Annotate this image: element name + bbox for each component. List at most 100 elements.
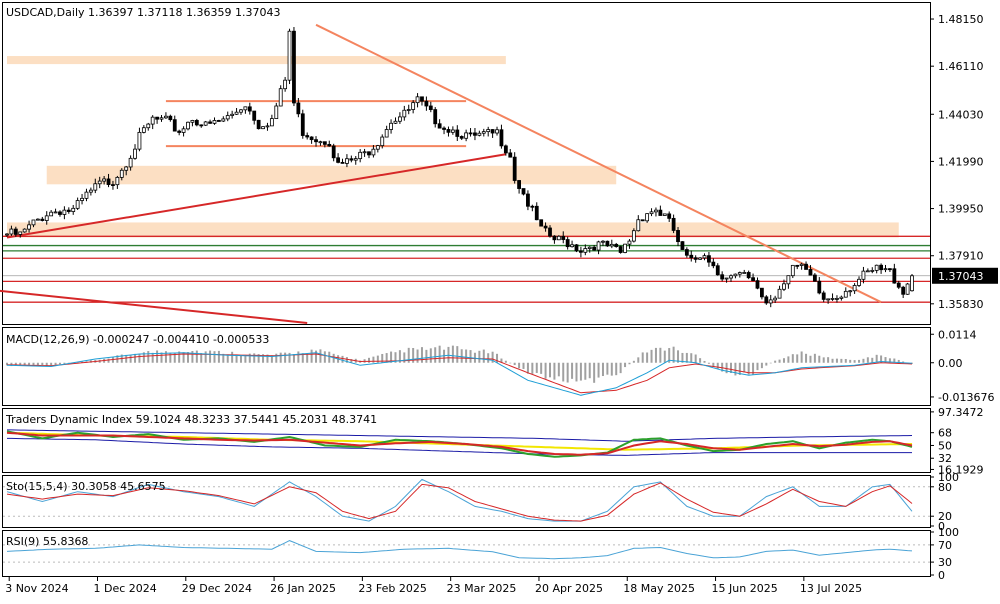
candle-body: [830, 298, 835, 300]
candle-body: [534, 205, 539, 221]
candle-body: [261, 126, 265, 130]
macd-histogram-bar: [147, 351, 150, 363]
price-zone: [7, 222, 899, 238]
candle-body: [203, 121, 208, 126]
candle-body: [164, 115, 168, 119]
candle-body: [5, 233, 9, 236]
tdi-tick-label: 16.1929: [938, 463, 984, 476]
macd-histogram-bar: [195, 350, 198, 363]
candle-body: [799, 263, 804, 266]
macd-histogram-bar: [350, 359, 353, 363]
candle-body: [751, 277, 755, 281]
candle-body: [548, 227, 552, 237]
macd-histogram-bar: [257, 354, 260, 363]
macd-histogram-bar: [429, 348, 432, 363]
main-panel-frame: [2, 2, 931, 325]
macd-histogram-bar: [778, 359, 781, 363]
candle-body: [265, 125, 270, 128]
candle-body: [71, 207, 76, 212]
candle-body: [415, 96, 420, 104]
candle-body: [530, 205, 535, 208]
candlestick-series: [5, 27, 914, 308]
candle-body: [707, 255, 711, 263]
tdi-slow-line: [6, 431, 913, 456]
tdi-tick-label: 32: [938, 452, 952, 465]
candle-body: [896, 282, 901, 288]
candle-body: [601, 240, 605, 243]
macd-histogram-bar: [425, 349, 428, 363]
candle-body: [375, 145, 380, 150]
candle-body: [137, 131, 142, 150]
macd-histogram-bar: [416, 349, 419, 363]
macd-histogram-bar: [650, 349, 653, 363]
candle-body: [473, 132, 477, 136]
stochastic-tick-label: 0: [938, 520, 945, 533]
macd-histogram-bar: [341, 355, 344, 363]
candle-body: [508, 152, 513, 158]
candle-body: [190, 120, 195, 123]
candle-body: [782, 283, 786, 290]
candle-body: [97, 180, 102, 185]
macd-signal-line: [6, 353, 913, 394]
macd-histogram-bar: [738, 362, 741, 375]
candle-body: [102, 178, 107, 182]
candle-body: [278, 88, 283, 107]
macd-histogram-bar: [752, 362, 755, 375]
macd-histogram-bar: [187, 352, 189, 363]
macd-histogram-bar: [774, 360, 777, 363]
macd-histogram-bar: [884, 357, 887, 363]
price-zone: [7, 56, 506, 65]
macd-histogram-bar: [619, 362, 622, 374]
trendline: [0, 289, 308, 324]
macd-tick-label: 0.00: [938, 357, 963, 370]
macd-histogram-bar: [345, 357, 348, 363]
candle-body: [380, 136, 385, 147]
candle-body: [314, 139, 318, 143]
macd-histogram-bar: [637, 357, 640, 363]
macd-histogram-bar: [672, 346, 675, 363]
macd-histogram-bar: [787, 356, 790, 363]
candle-body: [742, 272, 747, 274]
macd-histogram-bar: [231, 351, 234, 363]
candle-body: [424, 100, 429, 107]
candle-body: [450, 129, 455, 133]
macd-histogram-bar: [248, 353, 251, 363]
macd-histogram-bar: [239, 355, 242, 363]
macd-histogram-bar: [279, 352, 282, 363]
candle-body: [402, 109, 407, 118]
candle-body: [287, 30, 292, 81]
macd-histogram-bar: [451, 345, 454, 363]
macd-histogram-bar: [827, 357, 830, 363]
candle-body: [371, 148, 376, 156]
macd-histogram-bar: [588, 362, 591, 379]
macd-histogram-bar: [659, 347, 662, 363]
macd-histogram-bar: [690, 353, 693, 363]
macd-histogram-bar: [813, 353, 816, 363]
candle-body: [309, 136, 314, 141]
tdi-upper-line: [7, 429, 913, 442]
macd-histogram-bar: [235, 355, 238, 363]
macd-histogram-bar: [782, 358, 785, 363]
macd-histogram-bar: [58, 362, 61, 365]
candle-body: [243, 106, 248, 111]
candle-body: [367, 151, 371, 156]
macd-histogram-bar: [504, 360, 507, 363]
macd-histogram-bar: [663, 350, 666, 363]
candle-body: [446, 129, 451, 133]
time-tick-label: 20 Apr 2025: [535, 582, 603, 595]
candle-body: [892, 268, 897, 284]
candle-body: [720, 274, 725, 280]
macd-histogram-bar: [796, 354, 799, 363]
macd-histogram-bar: [301, 353, 304, 363]
macd-histogram-bar: [151, 352, 154, 363]
macd-histogram-bar: [584, 362, 587, 380]
candle-body: [177, 130, 182, 133]
last-price-tag-box: [932, 267, 998, 284]
candle-body: [676, 230, 680, 243]
stochastic-main-line: [6, 478, 913, 522]
rsi-line: [6, 540, 913, 560]
candle-body: [9, 228, 14, 235]
candle-body: [826, 298, 831, 301]
